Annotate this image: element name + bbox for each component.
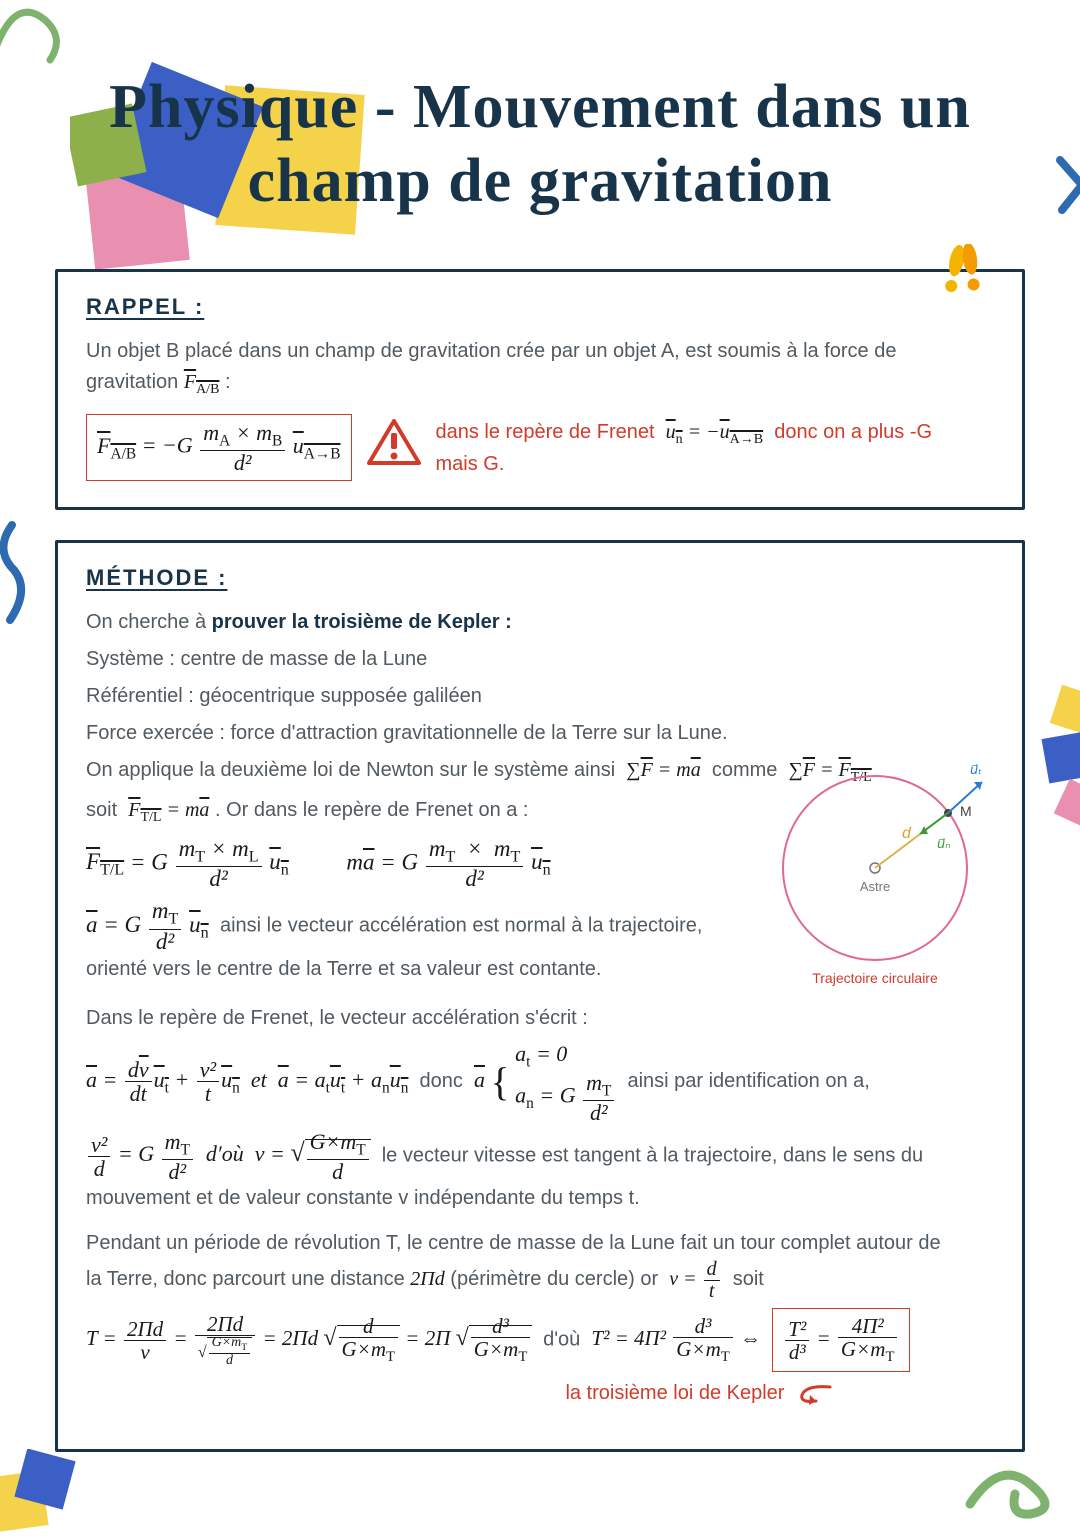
orbit-un-label: u⃗ₙ	[937, 836, 950, 851]
side-shapes-right	[1030, 680, 1080, 840]
rappel-formula-box: FA/B = −G mA × mBd² uA→B	[86, 414, 352, 481]
corner-shapes-bottom-left	[0, 1449, 85, 1539]
corner-squiggle-bottom-right	[960, 1454, 1070, 1524]
kepler-result-box: T²d³ = 4Π²G×mT	[772, 1308, 910, 1373]
kepler-label: la troisième loi de Kepler	[86, 1378, 946, 1409]
exclaim-icon	[932, 244, 992, 309]
methode-l8: Pendant un période de révolution T, le c…	[86, 1228, 946, 1302]
methode-eq2: a = G mTd² un ainsi le vecteur accélérat…	[86, 899, 716, 985]
methode-eq4: v²d = G mTd² d′où v = √G×mTd le vecteur …	[86, 1130, 946, 1214]
side-squiggle-left	[0, 520, 32, 630]
orbit-radius-label: d	[902, 825, 912, 842]
methode-l6: soit FT/L = ma . Or dans le repère de Fr…	[86, 795, 716, 829]
methode-l2: Système : centre de masse de la Lune	[86, 644, 946, 675]
orbit-diagram: Astre d M u⃗ₜ u⃗ₙ Trajectoire circulaire	[770, 758, 1000, 993]
methode-eq3: a = dvdtut + v²tun et a = atut + anun do…	[86, 1040, 946, 1124]
card-rappel: RAPPEL : Un objet B placé dans un champ …	[55, 269, 1025, 510]
methode-eq5: T = 2Πdv = 2Πd√G×mTd = 2Πd √dG×mT = 2Π √…	[86, 1308, 946, 1373]
orbit-ut-label: u⃗ₜ	[970, 762, 982, 777]
orbit-point-label: M	[960, 803, 972, 819]
methode-heading: MÉTHODE :	[86, 565, 994, 591]
methode-eq1: FT/L = G mT × mLd² un ma = G mT × mTd² u…	[86, 837, 706, 892]
methode-l3: Référentiel : géocentrique supposée gali…	[86, 681, 946, 712]
page-title: Physique - Mouvement dans un champ de gr…	[0, 0, 1080, 249]
rappel-heading: RAPPEL :	[86, 294, 994, 320]
orbit-center-label: Astre	[860, 879, 890, 894]
methode-l4: Force exercée : force d'attraction gravi…	[86, 718, 946, 749]
card-methode: MÉTHODE : Astre d M u⃗ₜ u⃗ₙ Trajectoire …	[55, 540, 1025, 1452]
rappel-intro: Un objet B placé dans un champ de gravit…	[86, 336, 994, 401]
methode-l7: Dans le repère de Frenet, le vecteur acc…	[86, 1003, 946, 1034]
methode-l1: On cherche à prouver la troisième de Kep…	[86, 607, 946, 638]
warning-icon	[366, 418, 422, 478]
orbit-caption: Trajectoire circulaire	[812, 970, 938, 986]
rappel-frenet-note: dans le repère de Frenet un = −uA→B donc…	[436, 418, 956, 478]
